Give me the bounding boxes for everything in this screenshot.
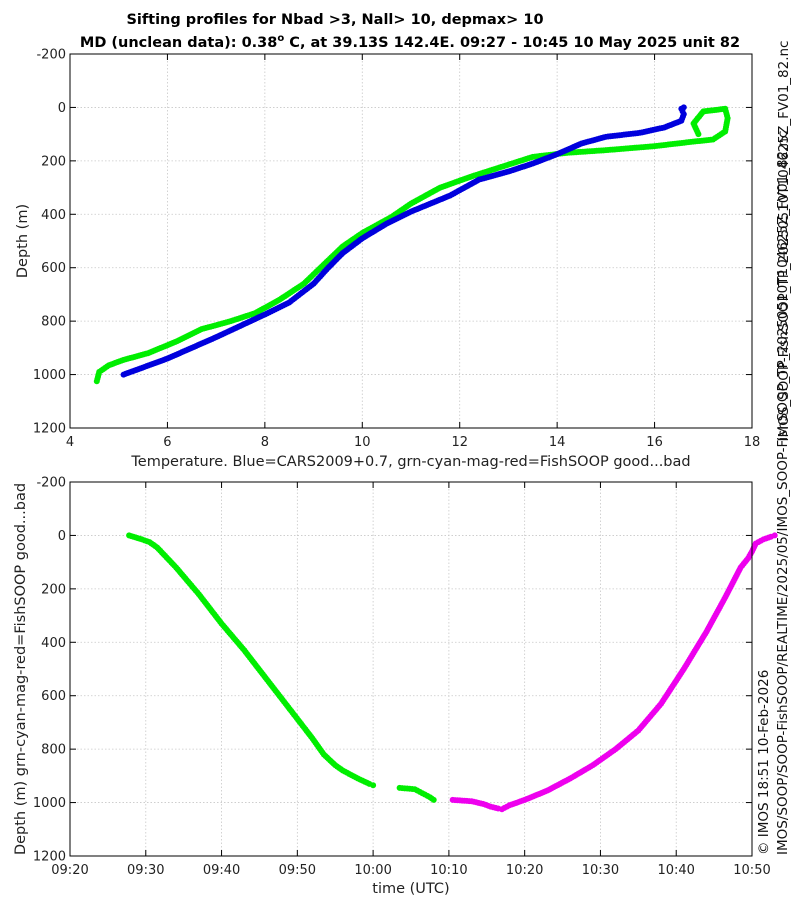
bottom-grid: [70, 482, 752, 856]
top-plot-frame: [69, 53, 753, 429]
y-tick-label: 600: [41, 689, 66, 704]
y-tick-label: 600: [41, 261, 66, 276]
bottom-xlabel: time (UTC): [372, 881, 449, 897]
copyright-label: © IMOS 18:51 10-Feb-2026: [756, 670, 772, 855]
x-tick-label: 4: [66, 435, 74, 450]
time-depth-chart: 09:20 09:30 09:40 09:50 10:00 10:10 10:20 10:30…: [13, 476, 778, 897]
x-tick-label: 8: [261, 435, 269, 450]
x-tick-label: 6: [163, 435, 171, 450]
top-ticks: 4 6 8 10 12 14 16 18 -200 0 200 400 600 800 1000 1200: [33, 48, 760, 451]
series-fishsoop-bad: [449, 532, 778, 813]
series-fishsoop-good-isolated-: [396, 784, 437, 803]
data-point: [771, 532, 778, 539]
y-tick-label: 800: [41, 743, 66, 758]
data-point: [680, 104, 687, 111]
x-tick-label: 09:40: [203, 863, 240, 878]
data-point: [695, 131, 702, 138]
data-point: [370, 782, 377, 789]
y-tick-label: 1200: [33, 422, 66, 437]
y-tick-label: 800: [41, 315, 66, 330]
y-tick-label: 0: [58, 529, 66, 544]
x-tick-label: 14: [549, 435, 566, 450]
title-degree-sup: o: [277, 33, 284, 44]
top-grid: [70, 54, 752, 428]
x-tick-label: 09:30: [127, 863, 164, 878]
top-marks: [93, 104, 731, 385]
x-tick-label: 09:20: [51, 863, 88, 878]
data-point: [430, 796, 437, 803]
top-ylabel: Depth (m): [15, 204, 31, 278]
bottom-marks: [126, 532, 778, 813]
x-tick-label: 10: [354, 435, 371, 450]
figure-title-line2: MD (unclean data): 0.38o C, at 39.13S 14…: [80, 33, 740, 51]
title-line2-suffix: C, at 39.13S 142.4E. 09:27 - 10:45 10 Ma…: [284, 35, 740, 51]
y-tick-label: 1000: [33, 368, 66, 383]
x-tick-label: 09:50: [279, 863, 316, 878]
y-tick-label: 0: [58, 101, 66, 116]
source-path-label: IMOS/SOOP/SOOP-FishSOOP/REALTIME/2025/05…: [775, 131, 791, 855]
top-xlabel: Temperature. Blue=CARS2009+0.7, grn-cyan…: [130, 454, 690, 470]
x-tick-label: 16: [646, 435, 663, 450]
y-tick-label: 400: [41, 208, 66, 223]
y-tick-label: -200: [36, 48, 66, 63]
y-tick-label: 400: [41, 636, 66, 651]
series-fishsoop-good-descent-: [126, 532, 377, 789]
y-tick-label: -200: [36, 476, 66, 491]
title-line2-prefix: MD (unclean data): 0.38: [80, 35, 277, 51]
temperature-depth-chart: 4 6 8 10 12 14 16 18 -200 0 200 400 600 800 1000 1200 T…: [15, 48, 760, 471]
x-tick-label: 10:40: [657, 863, 694, 878]
x-tick-label: 10:10: [430, 863, 467, 878]
y-tick-label: 1000: [33, 796, 66, 811]
y-tick-label: 200: [41, 582, 66, 597]
x-tick-label: 10:50: [733, 863, 770, 878]
bottom-ylabel: Depth (m) grn-cyan-mag-red=FishSOOP good…: [13, 483, 29, 855]
x-tick-label: 18: [744, 435, 761, 450]
y-tick-label: 1200: [33, 850, 66, 865]
x-tick-label: 10:20: [506, 863, 543, 878]
filename-label: IMOS_SOOP-FishSOOP_TP_20250510T104625Z_F…: [776, 41, 792, 442]
bottom-ticks: 09:20 09:30 09:40 09:50 10:00 10:10 10:20 10:30…: [33, 476, 771, 879]
bottom-plot-frame: [69, 481, 753, 857]
series-cars2009-0-7: [120, 104, 687, 378]
x-tick-label: 12: [451, 435, 468, 450]
y-tick-label: 200: [41, 154, 66, 169]
x-tick-label: 10:30: [582, 863, 619, 878]
x-tick-label: 10:00: [354, 863, 391, 878]
figure-title-line1: Sifting profiles for Nbad >3, Nall> 10, …: [126, 12, 543, 28]
